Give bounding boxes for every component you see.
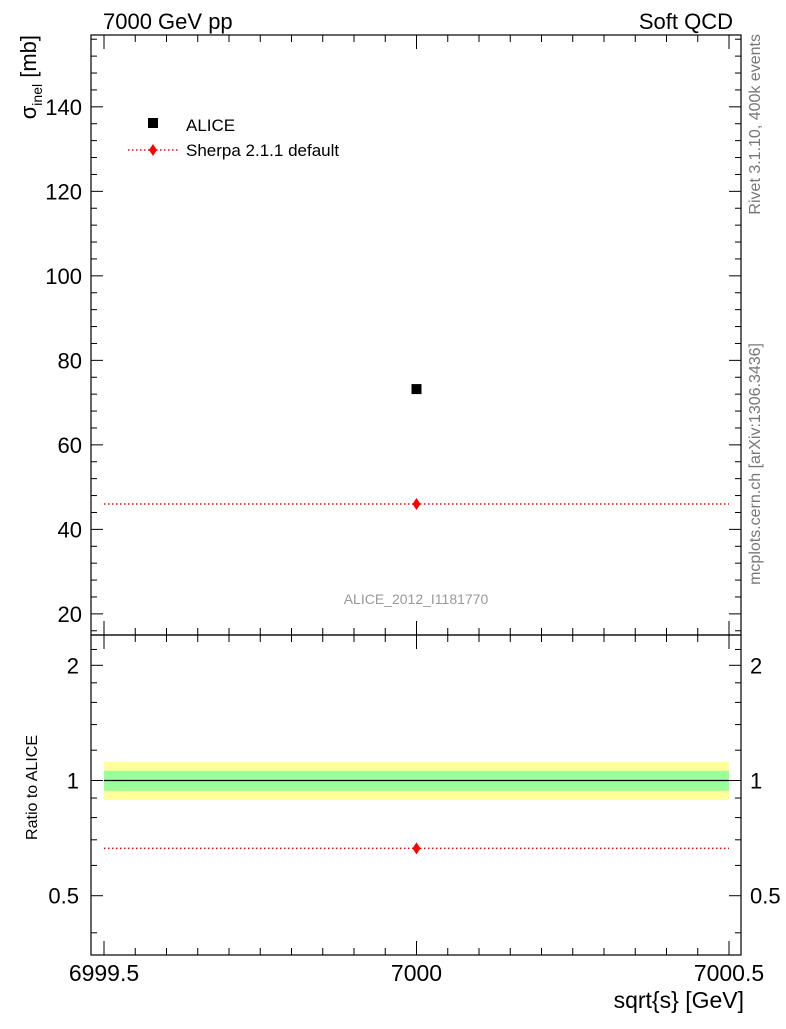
side-label-mcplots: mcplots.cern.ch [arXiv:1306.3436] — [747, 343, 764, 585]
header-right: Soft QCD — [639, 9, 733, 34]
y-tick-label: 140 — [45, 95, 82, 120]
x-tick-label: 7000 — [391, 960, 442, 986]
ratio-tick-label-left: 2 — [67, 653, 79, 678]
y-tick-label: 20 — [58, 602, 82, 627]
analysis-watermark: ALICE_2012_I1181770 — [344, 591, 489, 607]
ratio-y-axis-label: Ratio to ALICE — [24, 735, 41, 840]
x-tick-label: 7000.5 — [694, 960, 764, 986]
sherpa-data-point — [412, 498, 421, 511]
y-axis-label-subscript: inel — [29, 84, 45, 106]
legend-alice-label: ALICE — [186, 116, 235, 135]
side-label-rivet: Rivet 3.1.10, 400k events — [747, 34, 764, 215]
ratio-tick-label-right: 2 — [750, 653, 762, 678]
y-axis-label-symbol: σ — [16, 105, 41, 119]
x-axis-label: sqrt{s} [GeV] — [614, 987, 744, 1013]
y-tick-label: 40 — [58, 517, 82, 542]
x-tick-label: 6999.5 — [69, 960, 139, 986]
ratio-tick-label-right: 0.5 — [750, 884, 781, 909]
y-tick-label: 60 — [58, 433, 82, 458]
y-axis-label: σinel [mb] — [16, 35, 45, 119]
ratio-tick-label-right: 1 — [750, 769, 762, 794]
y-tick-label: 80 — [58, 348, 82, 373]
ratio-tick-label-left: 0.5 — [48, 884, 79, 909]
ratio-tick-label-left: 1 — [67, 769, 79, 794]
header-left: 7000 GeV pp — [103, 9, 233, 34]
alice-data-point — [411, 384, 422, 395]
y-tick-label: 100 — [45, 264, 82, 289]
ratio-plot-frame — [90, 634, 742, 956]
ratio-sherpa-data-point — [412, 842, 421, 855]
y-axis-label-unit: [mb] — [16, 35, 41, 84]
y-tick-label: 120 — [45, 179, 82, 204]
legend-alice-marker — [148, 118, 158, 128]
legend-sherpa-marker — [149, 144, 157, 156]
legend-sherpa-label: Sherpa 2.1.1 default — [186, 141, 339, 160]
